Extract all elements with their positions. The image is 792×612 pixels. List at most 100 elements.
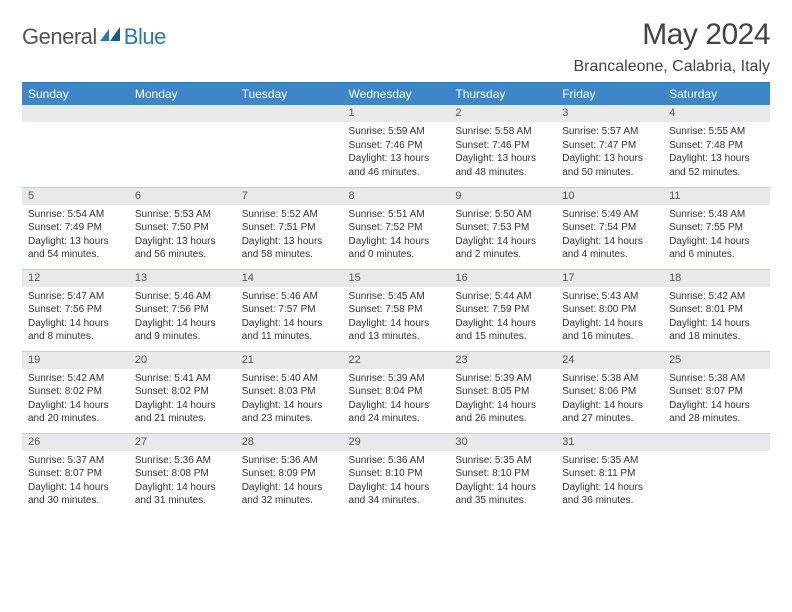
sunrise-line: Sunrise: 5:36 AM <box>242 454 337 468</box>
sunrise-line: Sunrise: 5:35 AM <box>455 454 550 468</box>
sunset-line: Sunset: 7:57 PM <box>242 303 337 317</box>
calendar-day-cell: 29Sunrise: 5:36 AMSunset: 8:10 PMDayligh… <box>343 433 450 515</box>
sunrise-line: Sunrise: 5:44 AM <box>455 290 550 304</box>
logo-text-2: Blue <box>124 24 166 50</box>
sunset-line: Sunset: 8:09 PM <box>242 467 337 481</box>
sunset-line: Sunset: 7:55 PM <box>669 221 764 235</box>
calendar-day-cell: 23Sunrise: 5:39 AMSunset: 8:05 PMDayligh… <box>449 351 556 433</box>
daylight-line: Daylight: 14 hours and 28 minutes. <box>669 399 764 426</box>
sunset-line: Sunset: 7:58 PM <box>349 303 444 317</box>
daylight-line: Daylight: 13 hours and 56 minutes. <box>135 235 230 262</box>
calendar-day-cell: 6Sunrise: 5:53 AMSunset: 7:50 PMDaylight… <box>129 187 236 269</box>
sunset-line: Sunset: 7:48 PM <box>669 139 764 153</box>
sunrise-line: Sunrise: 5:36 AM <box>349 454 444 468</box>
day-info: Sunrise: 5:41 AMSunset: 8:02 PMDaylight:… <box>129 369 236 430</box>
day-info: Sunrise: 5:46 AMSunset: 7:57 PMDaylight:… <box>236 287 343 348</box>
logo-text-1: General <box>22 24 97 50</box>
sunrise-line: Sunrise: 5:41 AM <box>135 372 230 386</box>
day-info: Sunrise: 5:37 AMSunset: 8:07 PMDaylight:… <box>22 451 129 512</box>
sunrise-line: Sunrise: 5:48 AM <box>669 208 764 222</box>
sunset-line: Sunset: 8:07 PM <box>669 385 764 399</box>
calendar-day-cell: 24Sunrise: 5:38 AMSunset: 8:06 PMDayligh… <box>556 351 663 433</box>
day-info: Sunrise: 5:39 AMSunset: 8:04 PMDaylight:… <box>343 369 450 430</box>
day-number: 23 <box>449 352 556 369</box>
calendar-day-cell: 15Sunrise: 5:45 AMSunset: 7:58 PMDayligh… <box>343 269 450 351</box>
day-number: 17 <box>556 270 663 287</box>
day-number: 27 <box>129 434 236 451</box>
daylight-line: Daylight: 14 hours and 13 minutes. <box>349 317 444 344</box>
calendar-day-cell: 4Sunrise: 5:55 AMSunset: 7:48 PMDaylight… <box>663 105 770 187</box>
day-number: 22 <box>343 352 450 369</box>
day-number: 5 <box>22 188 129 205</box>
calendar-day-cell: 25Sunrise: 5:38 AMSunset: 8:07 PMDayligh… <box>663 351 770 433</box>
sunrise-line: Sunrise: 5:36 AM <box>135 454 230 468</box>
sunset-line: Sunset: 7:51 PM <box>242 221 337 235</box>
day-number: 29 <box>343 434 450 451</box>
sunset-line: Sunset: 7:49 PM <box>28 221 123 235</box>
daylight-line: Daylight: 13 hours and 58 minutes. <box>242 235 337 262</box>
sunset-line: Sunset: 7:56 PM <box>135 303 230 317</box>
daylight-line: Daylight: 14 hours and 36 minutes. <box>562 481 657 508</box>
empty-day-header <box>22 105 129 122</box>
sunset-line: Sunset: 8:02 PM <box>135 385 230 399</box>
calendar-day-cell: 14Sunrise: 5:46 AMSunset: 7:57 PMDayligh… <box>236 269 343 351</box>
sunset-line: Sunset: 8:11 PM <box>562 467 657 481</box>
day-number: 24 <box>556 352 663 369</box>
daylight-line: Daylight: 14 hours and 6 minutes. <box>669 235 764 262</box>
calendar-table: SundayMondayTuesdayWednesdayThursdayFrid… <box>22 83 770 515</box>
day-info: Sunrise: 5:36 AMSunset: 8:10 PMDaylight:… <box>343 451 450 512</box>
day-info: Sunrise: 5:36 AMSunset: 8:08 PMDaylight:… <box>129 451 236 512</box>
sunrise-line: Sunrise: 5:35 AM <box>562 454 657 468</box>
calendar-day-cell: 10Sunrise: 5:49 AMSunset: 7:54 PMDayligh… <box>556 187 663 269</box>
day-number: 13 <box>129 270 236 287</box>
empty-day-header <box>663 434 770 451</box>
daylight-line: Daylight: 13 hours and 48 minutes. <box>455 152 550 179</box>
sunrise-line: Sunrise: 5:52 AM <box>242 208 337 222</box>
day-info: Sunrise: 5:58 AMSunset: 7:46 PMDaylight:… <box>449 122 556 183</box>
day-info: Sunrise: 5:42 AMSunset: 8:02 PMDaylight:… <box>22 369 129 430</box>
calendar-day-cell: 11Sunrise: 5:48 AMSunset: 7:55 PMDayligh… <box>663 187 770 269</box>
day-info: Sunrise: 5:54 AMSunset: 7:49 PMDaylight:… <box>22 205 129 266</box>
daylight-line: Daylight: 13 hours and 54 minutes. <box>28 235 123 262</box>
sunset-line: Sunset: 7:53 PM <box>455 221 550 235</box>
calendar-day-cell: 1Sunrise: 5:59 AMSunset: 7:46 PMDaylight… <box>343 105 450 187</box>
empty-day-header <box>236 105 343 122</box>
sunrise-line: Sunrise: 5:38 AM <box>562 372 657 386</box>
sunrise-line: Sunrise: 5:53 AM <box>135 208 230 222</box>
daylight-line: Daylight: 14 hours and 15 minutes. <box>455 317 550 344</box>
day-info: Sunrise: 5:38 AMSunset: 8:06 PMDaylight:… <box>556 369 663 430</box>
daylight-line: Daylight: 14 hours and 8 minutes. <box>28 317 123 344</box>
sunrise-line: Sunrise: 5:47 AM <box>28 290 123 304</box>
daylight-line: Daylight: 13 hours and 52 minutes. <box>669 152 764 179</box>
day-number: 19 <box>22 352 129 369</box>
daylight-line: Daylight: 14 hours and 35 minutes. <box>455 481 550 508</box>
day-number: 4 <box>663 105 770 122</box>
daylight-line: Daylight: 14 hours and 27 minutes. <box>562 399 657 426</box>
weekday-header: Tuesday <box>236 83 343 105</box>
sunrise-line: Sunrise: 5:38 AM <box>669 372 764 386</box>
sunset-line: Sunset: 8:07 PM <box>28 467 123 481</box>
calendar-day-cell: 27Sunrise: 5:36 AMSunset: 8:08 PMDayligh… <box>129 433 236 515</box>
calendar-day-cell: 3Sunrise: 5:57 AMSunset: 7:47 PMDaylight… <box>556 105 663 187</box>
weekday-header: Monday <box>129 83 236 105</box>
logo-mark-icon <box>100 27 122 41</box>
sunset-line: Sunset: 8:02 PM <box>28 385 123 399</box>
calendar-day-cell: 13Sunrise: 5:46 AMSunset: 7:56 PMDayligh… <box>129 269 236 351</box>
day-info: Sunrise: 5:44 AMSunset: 7:59 PMDaylight:… <box>449 287 556 348</box>
day-number: 1 <box>343 105 450 122</box>
day-number: 16 <box>449 270 556 287</box>
sunrise-line: Sunrise: 5:46 AM <box>242 290 337 304</box>
daylight-line: Daylight: 14 hours and 34 minutes. <box>349 481 444 508</box>
day-number: 14 <box>236 270 343 287</box>
daylight-line: Daylight: 14 hours and 24 minutes. <box>349 399 444 426</box>
day-info: Sunrise: 5:45 AMSunset: 7:58 PMDaylight:… <box>343 287 450 348</box>
calendar-day-cell: 17Sunrise: 5:43 AMSunset: 8:00 PMDayligh… <box>556 269 663 351</box>
sunset-line: Sunset: 8:00 PM <box>562 303 657 317</box>
day-info: Sunrise: 5:36 AMSunset: 8:09 PMDaylight:… <box>236 451 343 512</box>
logo: General Blue <box>22 18 166 50</box>
calendar-day-cell <box>22 105 129 187</box>
daylight-line: Daylight: 14 hours and 0 minutes. <box>349 235 444 262</box>
sunset-line: Sunset: 8:05 PM <box>455 385 550 399</box>
day-number: 10 <box>556 188 663 205</box>
daylight-line: Daylight: 14 hours and 32 minutes. <box>242 481 337 508</box>
